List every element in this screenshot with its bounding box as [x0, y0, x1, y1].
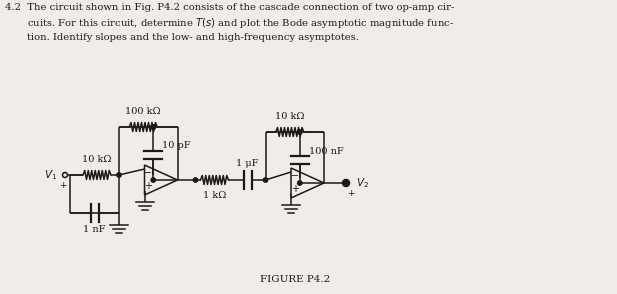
Circle shape — [297, 130, 302, 134]
Text: −: − — [144, 168, 152, 178]
Text: 1 kΩ: 1 kΩ — [203, 191, 226, 200]
Text: +: + — [291, 184, 299, 194]
Circle shape — [151, 178, 155, 182]
Text: +: + — [144, 181, 152, 191]
Circle shape — [344, 181, 349, 186]
Text: FIGURE P4.2: FIGURE P4.2 — [260, 275, 330, 285]
Circle shape — [263, 178, 268, 182]
Circle shape — [297, 181, 302, 185]
Text: 1 μF: 1 μF — [236, 159, 259, 168]
Text: 100 nF: 100 nF — [308, 146, 344, 156]
Circle shape — [117, 173, 121, 177]
Text: $V_2$: $V_2$ — [356, 176, 369, 190]
Text: 10 kΩ: 10 kΩ — [275, 112, 305, 121]
Circle shape — [151, 125, 155, 129]
Circle shape — [193, 178, 197, 182]
Text: +: + — [59, 181, 67, 190]
Circle shape — [151, 125, 155, 129]
Text: 10 pF: 10 pF — [162, 141, 191, 151]
Text: 4.2  The circuit shown in Fig. P4.2 consists of the cascade connection of two op: 4.2 The circuit shown in Fig. P4.2 consi… — [5, 3, 454, 42]
Text: −: − — [291, 171, 299, 181]
Text: $V_1$: $V_1$ — [44, 168, 57, 182]
Text: 100 kΩ: 100 kΩ — [125, 107, 161, 116]
Text: 1 nF: 1 nF — [83, 225, 106, 234]
Text: 10 kΩ: 10 kΩ — [82, 155, 112, 164]
Text: +: + — [347, 188, 355, 198]
